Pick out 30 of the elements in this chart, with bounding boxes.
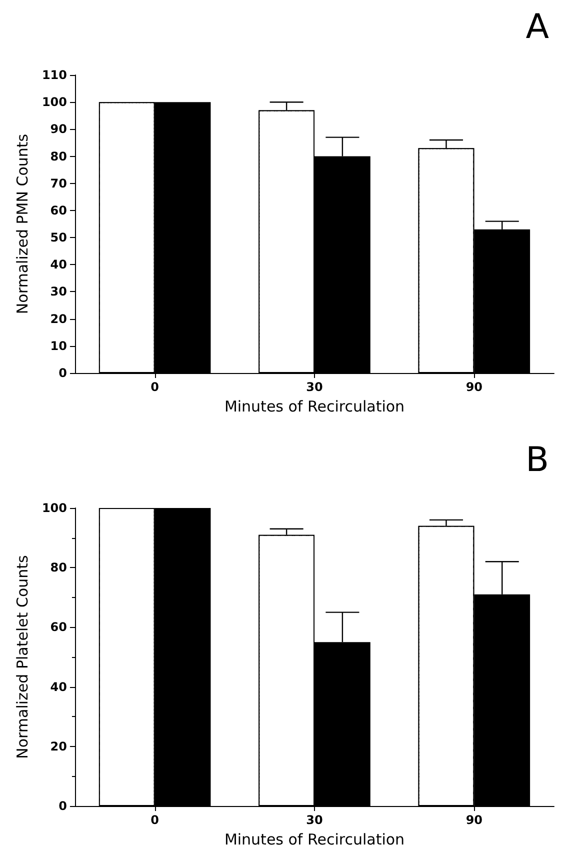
y-tick-label: 60: [50, 620, 67, 634]
y-tick-label: 90: [50, 122, 67, 136]
y-tick-label: 40: [50, 258, 67, 272]
y-tick-label: 80: [50, 560, 67, 575]
y-tick-label: 40: [50, 680, 67, 694]
x-axis-title: Minutes of Recirculation: [224, 830, 405, 848]
x-tick-label: 30: [306, 380, 323, 394]
x-axis-title: Minutes of Recirculation: [224, 398, 405, 416]
y-tick-label: 100: [42, 501, 67, 515]
x-tick-label: 0: [150, 380, 160, 394]
y-axis-title: Normalized PMN Counts: [14, 134, 32, 314]
y-tick-label: 110: [42, 68, 67, 82]
x-tick-label: 90: [466, 380, 483, 394]
y-axis-title: Normalized Platelet Counts: [14, 554, 32, 759]
y-tick-label: 20: [50, 739, 67, 754]
y-tick-label: 100: [42, 95, 67, 110]
chart-title: A: [526, 7, 550, 47]
y-tick-label: 10: [50, 338, 67, 353]
x-tick-label: 90: [466, 813, 483, 827]
y-tick-label: 0: [58, 366, 67, 380]
x-tick-label: 30: [306, 813, 323, 827]
chart-title: B: [526, 440, 550, 480]
y-tick-label: 60: [50, 203, 67, 218]
y-tick-label: 0: [58, 799, 67, 813]
x-tick-label: 0: [150, 813, 160, 827]
y-tick-label: 50: [50, 230, 67, 245]
y-tick-label: 80: [50, 149, 67, 164]
y-tick-label: 30: [50, 284, 67, 299]
y-tick-label: 20: [50, 312, 67, 326]
y-tick-label: 70: [50, 176, 67, 190]
